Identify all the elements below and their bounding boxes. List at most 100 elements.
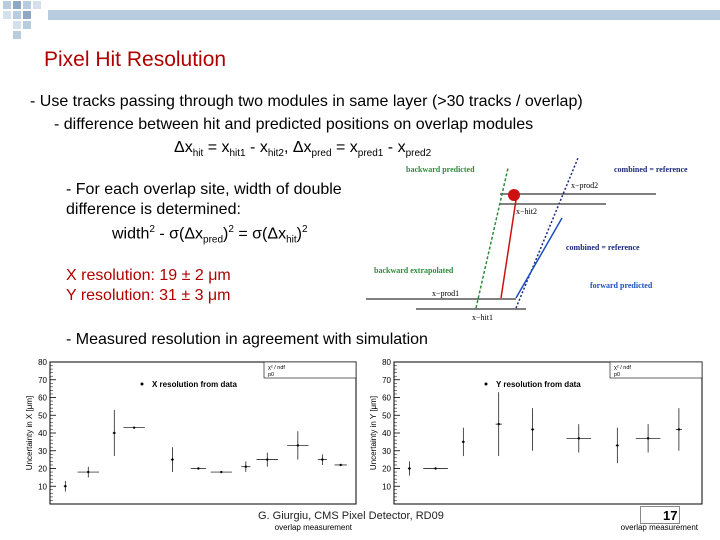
eq-sub: pred — [311, 148, 332, 160]
eq-text: - x — [245, 139, 268, 156]
y-tick-label: 70 — [38, 376, 47, 385]
eq-sub: hit2 — [267, 148, 284, 160]
y-tick-label: 40 — [382, 429, 391, 438]
stats-box — [263, 361, 357, 379]
combined-track — [515, 158, 579, 309]
y-resolution: Y resolution: 31 ± 3 μm — [66, 287, 231, 304]
eq-text: Δx — [174, 139, 193, 156]
y-tick-label: 80 — [38, 358, 47, 367]
y-tick-label: 70 — [382, 376, 391, 385]
x-resolution-plot: 10 20 30 40 50 60 70 80 Uncertainty in X [μm] ove… — [26, 358, 357, 532]
data-point — [190, 467, 207, 470]
point-marker — [296, 444, 300, 447]
point-marker — [497, 422, 500, 426]
eq-sup: 2 — [228, 224, 234, 235]
point-marker — [87, 470, 90, 474]
eq-text: ) — [296, 225, 302, 243]
data-point — [407, 461, 411, 476]
data-point — [241, 461, 251, 473]
corner-square — [22, 10, 32, 20]
point-marker — [132, 426, 136, 429]
eq-text: = σ(Δx — [233, 225, 287, 243]
x-axis-label: overlap measurement — [275, 523, 353, 532]
point-marker — [462, 440, 465, 444]
data-point — [77, 466, 99, 478]
data-point — [423, 467, 448, 470]
footer: G. Giurgiu, CMS Pixel Detector, RD09 — [258, 510, 444, 522]
backward-predicted-track — [475, 167, 509, 309]
label-combined-reference-top: combined = reference — [614, 165, 688, 174]
data-point — [63, 480, 67, 492]
point-marker — [577, 437, 580, 440]
corner-square — [22, 0, 32, 10]
eq-sup: 2 — [301, 224, 308, 235]
legend-label: Y resolution from data — [496, 380, 581, 389]
y-tick-label: 60 — [38, 394, 47, 403]
equation-delta: Δxhit = xhit1 - xhit2, Δxpred = xpred1 -… — [174, 139, 431, 159]
eq-text: = x — [203, 139, 230, 156]
y-tick-label: 20 — [38, 465, 47, 474]
label-combined-reference-mid: combined = reference — [566, 243, 640, 252]
eq-sub: hit — [286, 234, 297, 246]
data-point — [615, 427, 619, 464]
data-point — [317, 454, 327, 465]
corner-square — [12, 30, 22, 40]
point-marker — [616, 444, 619, 447]
point-marker — [220, 470, 223, 474]
y-tick-label: 50 — [38, 411, 47, 420]
bullet-use-tracks: - Use tracks passing through two modules… — [30, 93, 583, 110]
label-x-hit2: x−hit2 — [516, 207, 537, 216]
page-number: 17 — [663, 508, 678, 523]
point-marker — [677, 428, 681, 431]
y-tick-label: 20 — [382, 465, 391, 474]
eq-sub: pred1 — [357, 148, 384, 160]
label-x-hit1: x−hit1 — [472, 313, 493, 322]
slide-title: Pixel Hit Resolution — [44, 48, 227, 71]
point-marker — [339, 463, 342, 467]
data-point — [495, 392, 502, 457]
data-point — [566, 424, 592, 453]
legend-label: X resolution from data — [152, 380, 237, 389]
data-point — [635, 424, 661, 453]
eq-text: - x — [383, 139, 406, 156]
eq-text: = x — [331, 139, 358, 156]
corner-square — [12, 10, 22, 20]
eq-sup: 2 — [149, 224, 155, 235]
resolution-results: X resolution: 19 ± 2 μm Y resolution: 31… — [66, 266, 231, 306]
corner-square — [12, 0, 22, 10]
y-tick-label: 30 — [382, 447, 391, 456]
data-point — [170, 447, 174, 473]
label-backward-predicted: backward predicted — [406, 165, 475, 174]
y-resolution-plot: 10 20 30 40 50 60 70 80 Uncertainty in Y [μm] ove… — [370, 358, 703, 532]
data-point — [531, 408, 535, 451]
y-tick-label: 10 — [382, 482, 391, 491]
data-point — [256, 452, 278, 467]
y-tick-label: 10 — [38, 482, 47, 491]
label-forward-predicted: forward predicted — [590, 281, 653, 290]
stats-line: p0 — [268, 372, 274, 378]
data-point — [461, 427, 465, 457]
stats-line: χ² / ndf — [268, 365, 285, 371]
point-marker — [244, 465, 248, 468]
point-marker — [321, 458, 324, 461]
point-marker — [197, 467, 200, 470]
width-equation: width2 - σ(Δxpred)2 = σ(Δxhit)2 — [112, 220, 388, 251]
corner-square — [12, 20, 22, 30]
bullet-overlap-site: - For each overlap site, width of double… — [66, 180, 342, 251]
bullet-line: - For each overlap site, width of double — [66, 181, 342, 198]
legend-marker — [484, 382, 488, 386]
y-tick-label: 50 — [382, 411, 391, 420]
eq-sub: hit1 — [229, 148, 246, 160]
bullet-agreement: - Measured resolution in agreement with … — [66, 331, 428, 348]
corner-square — [22, 20, 32, 30]
eq-text: , Δx — [283, 139, 312, 156]
label-backward-extrapolated: backward extrapolated — [374, 266, 454, 275]
point-marker — [64, 485, 67, 488]
y-tick-label: 40 — [38, 429, 47, 438]
eq-sub: pred2 — [405, 148, 432, 160]
point-marker — [646, 437, 650, 440]
y-tick-label: 80 — [382, 358, 391, 367]
eq-text: - σ(Δx — [154, 225, 204, 243]
header-bar — [48, 10, 720, 20]
plot-frame — [393, 361, 703, 505]
